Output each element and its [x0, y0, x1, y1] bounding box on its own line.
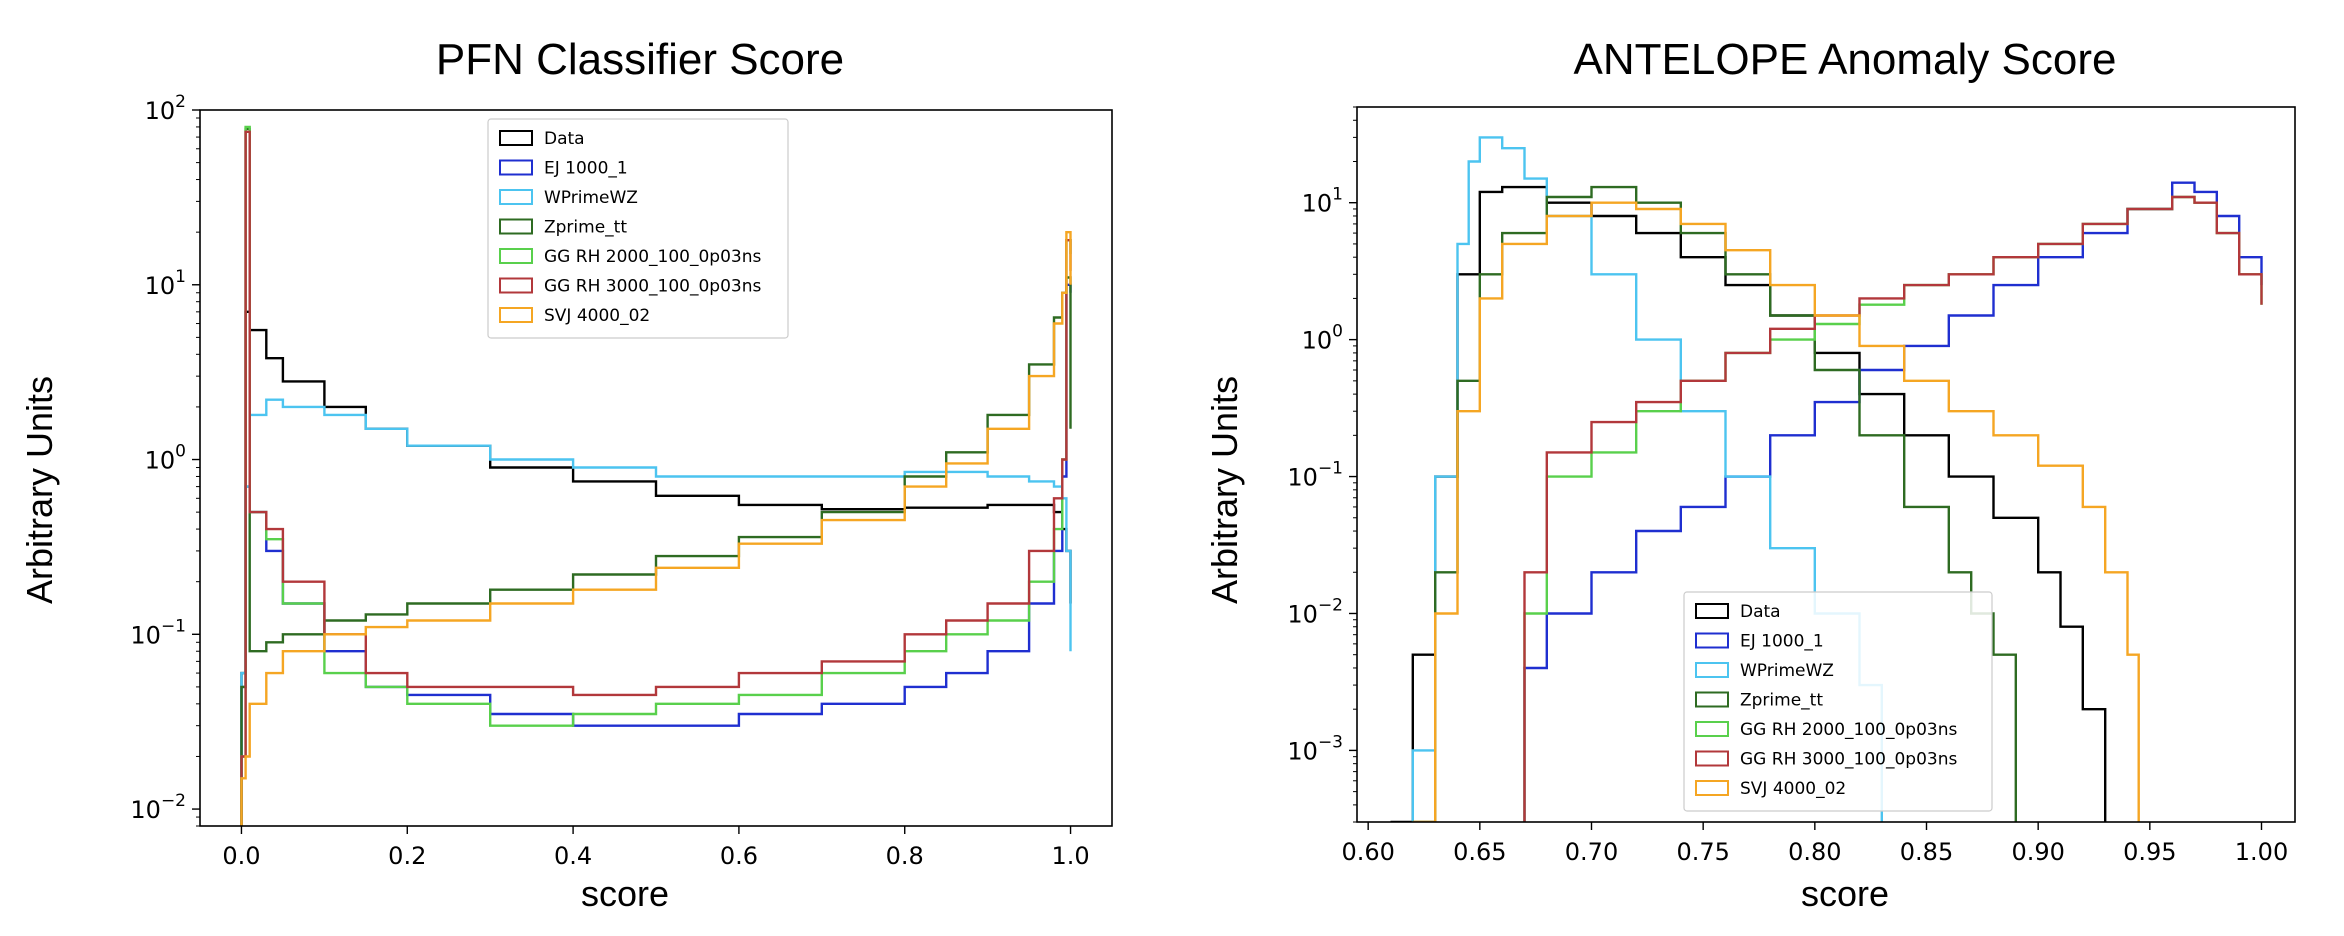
- y-tick-label: 10−2: [1287, 595, 1343, 628]
- y-tick-label: 101: [1302, 185, 1343, 218]
- legend-label: SVJ 4000_02: [1740, 779, 1846, 799]
- antelope-panel: ANTELOPE Anomaly Score score Arbitrary U…: [1204, 35, 2296, 914]
- y-tick-label: 10−1: [1287, 459, 1343, 492]
- series-line: [240, 398, 1072, 826]
- plot-area: 0.0 0.2 0.4 0.6 0.8 1.0 10−2 10−1 100 101 102 Data E…: [130, 92, 1113, 870]
- series-line: [240, 231, 1072, 826]
- x-tick-label: 0.70: [1565, 838, 1618, 866]
- legend-label: Zprime_tt: [1740, 691, 1823, 711]
- series-group: [240, 125, 1072, 826]
- y-tick-label: 100: [1302, 322, 1343, 355]
- x-tick-label: 0.4: [554, 842, 592, 870]
- y-tick-label: 102: [145, 92, 186, 125]
- y-tick-label: 10−3: [1287, 732, 1343, 765]
- y-axis-label: Arbitrary Units: [1204, 376, 1245, 604]
- series-line: [240, 130, 1072, 826]
- legend-label: WPrimeWZ: [1740, 661, 1834, 681]
- y-tick-label: 10−2: [130, 791, 186, 824]
- x-tick-label: 0.75: [1676, 838, 1729, 866]
- legend: Data EJ 1000_1 WPrimeWZ Zprime_tt GG RH 2000…: [487, 118, 789, 339]
- legend-swatch: [1695, 662, 1729, 678]
- y-tick-label: 10−1: [130, 616, 186, 649]
- legend-swatch: [499, 130, 533, 146]
- series-line: [240, 125, 1072, 826]
- legend-swatch: [1695, 603, 1729, 619]
- y-tick-label: 100: [145, 442, 186, 475]
- x-tick-label: 0.85: [1900, 838, 1953, 866]
- legend-swatch: [499, 248, 533, 264]
- legend-swatch: [1695, 780, 1729, 796]
- legend-label: EJ 1000_1: [544, 159, 628, 179]
- legend-swatch: [1695, 632, 1729, 649]
- legend-swatch: [499, 159, 533, 176]
- legend: Data EJ 1000_1 WPrimeWZ Zprime_tt GG RH 2000…: [1683, 591, 1993, 812]
- series-line: [1523, 195, 2263, 822]
- legend-label: Data: [544, 129, 585, 149]
- x-tick-label: 0.95: [2123, 838, 2176, 866]
- x-tick-label: 0.2: [388, 842, 426, 870]
- chart-title: PFN Classifier Score: [436, 35, 844, 84]
- x-tick-label: 0.0: [222, 842, 260, 870]
- y-tick-label: 101: [145, 267, 186, 300]
- x-axis-label: score: [581, 873, 669, 914]
- plot-area: 0.60 0.65 0.70 0.75 0.80 0.85 0.90 0.95 1.00 10−3…: [1287, 106, 2296, 866]
- legend-label: SVJ 4000_02: [544, 306, 650, 326]
- legend-label: GG RH 2000_100_0p03ns: [1740, 720, 1957, 740]
- series-line: [1523, 181, 2263, 822]
- series-line: [1412, 201, 2140, 822]
- legend-swatch: [499, 218, 533, 235]
- series-group: [1390, 136, 2263, 822]
- legend-label: GG RH 3000_100_0p03ns: [544, 277, 761, 297]
- legend-label: GG RH 3000_100_0p03ns: [1740, 750, 1957, 770]
- x-axis-label: score: [1801, 873, 1889, 914]
- pfn-panel: PFN Classifier Score score Arbitrary Uni…: [19, 35, 1113, 914]
- x-tick-label: 1.0: [1051, 842, 1089, 870]
- x-tick-label: 1.00: [2235, 838, 2288, 866]
- chart-title: ANTELOPE Anomaly Score: [1574, 35, 2117, 84]
- x-tick-label: 0.6: [720, 842, 758, 870]
- legend-label: Zprime_tt: [544, 218, 627, 238]
- legend-swatch: [499, 277, 533, 294]
- x-tick-label: 0.60: [1341, 838, 1394, 866]
- x-tick-label: 0.8: [886, 842, 924, 870]
- series-line: [1390, 185, 2107, 822]
- y-axis-label: Arbitrary Units: [19, 376, 60, 604]
- legend-label: Data: [1740, 602, 1781, 622]
- x-tick-label: 0.90: [2011, 838, 2064, 866]
- legend-swatch: [1695, 721, 1729, 737]
- x-tick-label: 0.65: [1453, 838, 1506, 866]
- legend-label: EJ 1000_1: [1740, 632, 1824, 652]
- x-tick-label: 0.80: [1788, 838, 1841, 866]
- legend-label: WPrimeWZ: [544, 188, 638, 208]
- legend-label: GG RH 2000_100_0p03ns: [544, 247, 761, 267]
- legend-swatch: [499, 307, 533, 323]
- legend-swatch: [1695, 691, 1729, 708]
- axes-frame: [1356, 106, 2296, 823]
- legend-swatch: [499, 189, 533, 205]
- legend-swatch: [1695, 750, 1729, 767]
